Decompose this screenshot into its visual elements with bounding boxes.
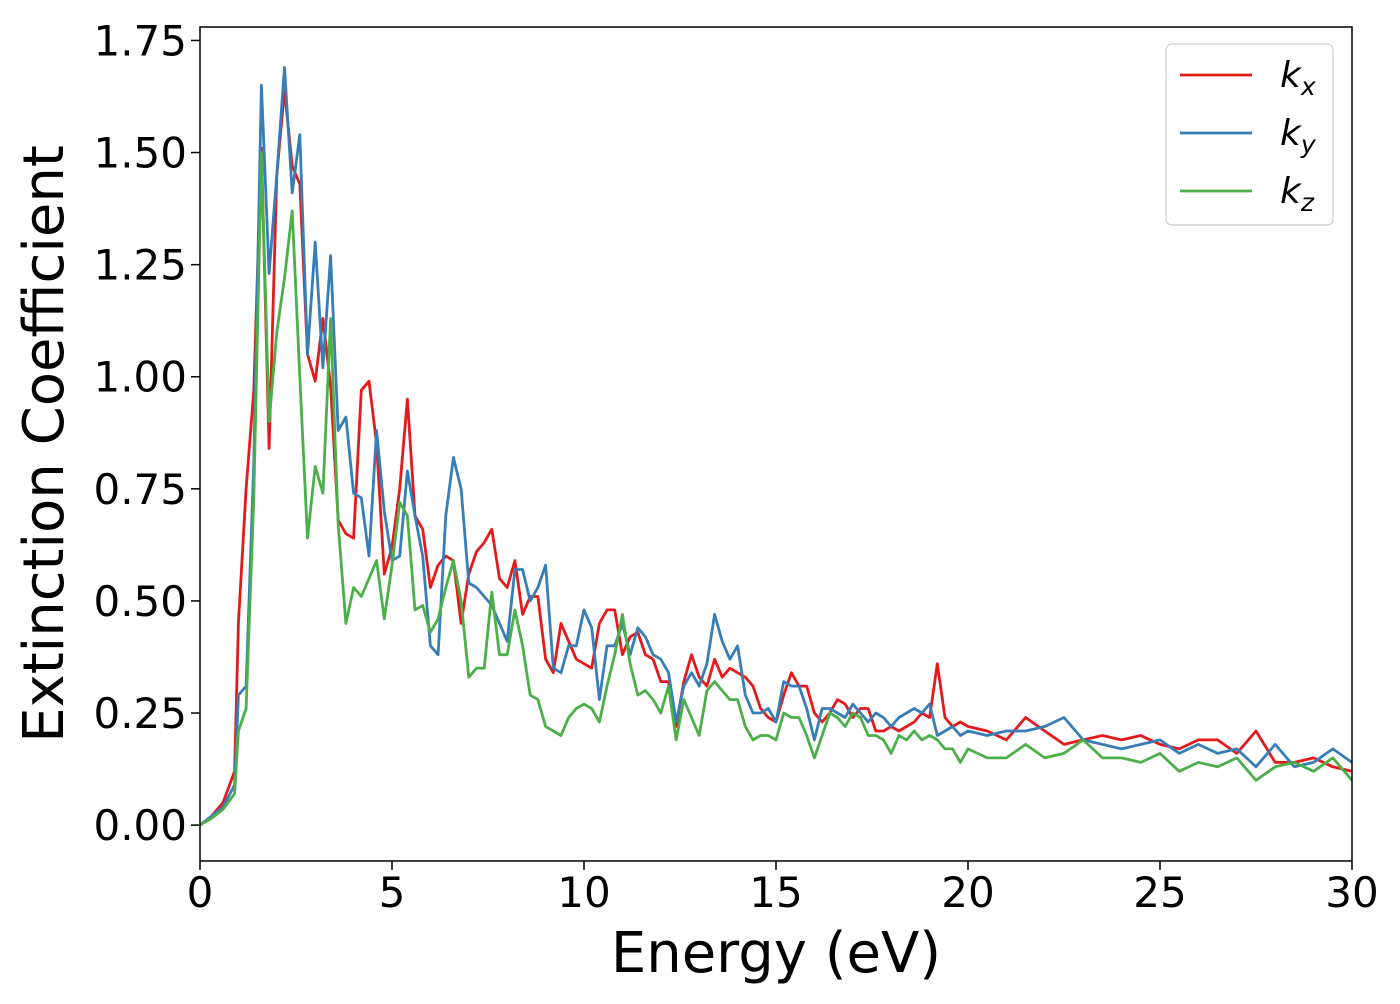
x-tick-label: 30 <box>1325 868 1378 917</box>
legend-label-subscript: z <box>1300 188 1315 217</box>
legend-label-subscript: y <box>1300 130 1317 159</box>
legend-label-kx: kx <box>1280 55 1316 101</box>
legend-label-main: k <box>1280 171 1303 212</box>
x-tick-label: 5 <box>379 868 406 917</box>
y-tick-label: 0.75 <box>93 465 187 514</box>
series-layer <box>200 66 1352 827</box>
x-tick-label: 25 <box>1133 868 1186 917</box>
y-tick-label: 0.25 <box>93 689 187 738</box>
y-axis: 0.00 0.25 0.50 0.75 1.00 1.25 1.50 1.75 <box>93 16 200 850</box>
y-tick-label: 1.50 <box>93 129 187 178</box>
y-tick-label: 1.75 <box>93 16 187 65</box>
x-tick-label: 20 <box>941 868 994 917</box>
legend-label-subscript: x <box>1300 72 1316 101</box>
series-line-kz <box>200 151 1352 827</box>
series-line-kx <box>200 88 1352 827</box>
y-tick-label: 0.50 <box>93 577 187 626</box>
legend-label-ky: ky <box>1280 113 1317 159</box>
x-axis-label: Energy (eV) <box>611 921 941 986</box>
y-axis-label: Extinction Coefficient <box>12 145 77 743</box>
x-tick-label: 10 <box>557 868 610 917</box>
legend-label-main: k <box>1280 55 1303 96</box>
y-tick-label: 0.00 <box>93 801 187 850</box>
y-tick-label: 1.25 <box>93 241 187 290</box>
legend-box <box>1165 43 1334 226</box>
x-tick-label: 0 <box>187 868 214 917</box>
legend-label-kz: kz <box>1280 171 1315 217</box>
series-line-ky <box>200 66 1352 827</box>
x-axis: 0 5 10 15 20 25 30 <box>187 861 1379 917</box>
x-tick-label: 15 <box>749 868 802 917</box>
legend-label-main: k <box>1280 113 1303 154</box>
y-tick-label: 1.00 <box>93 353 187 402</box>
